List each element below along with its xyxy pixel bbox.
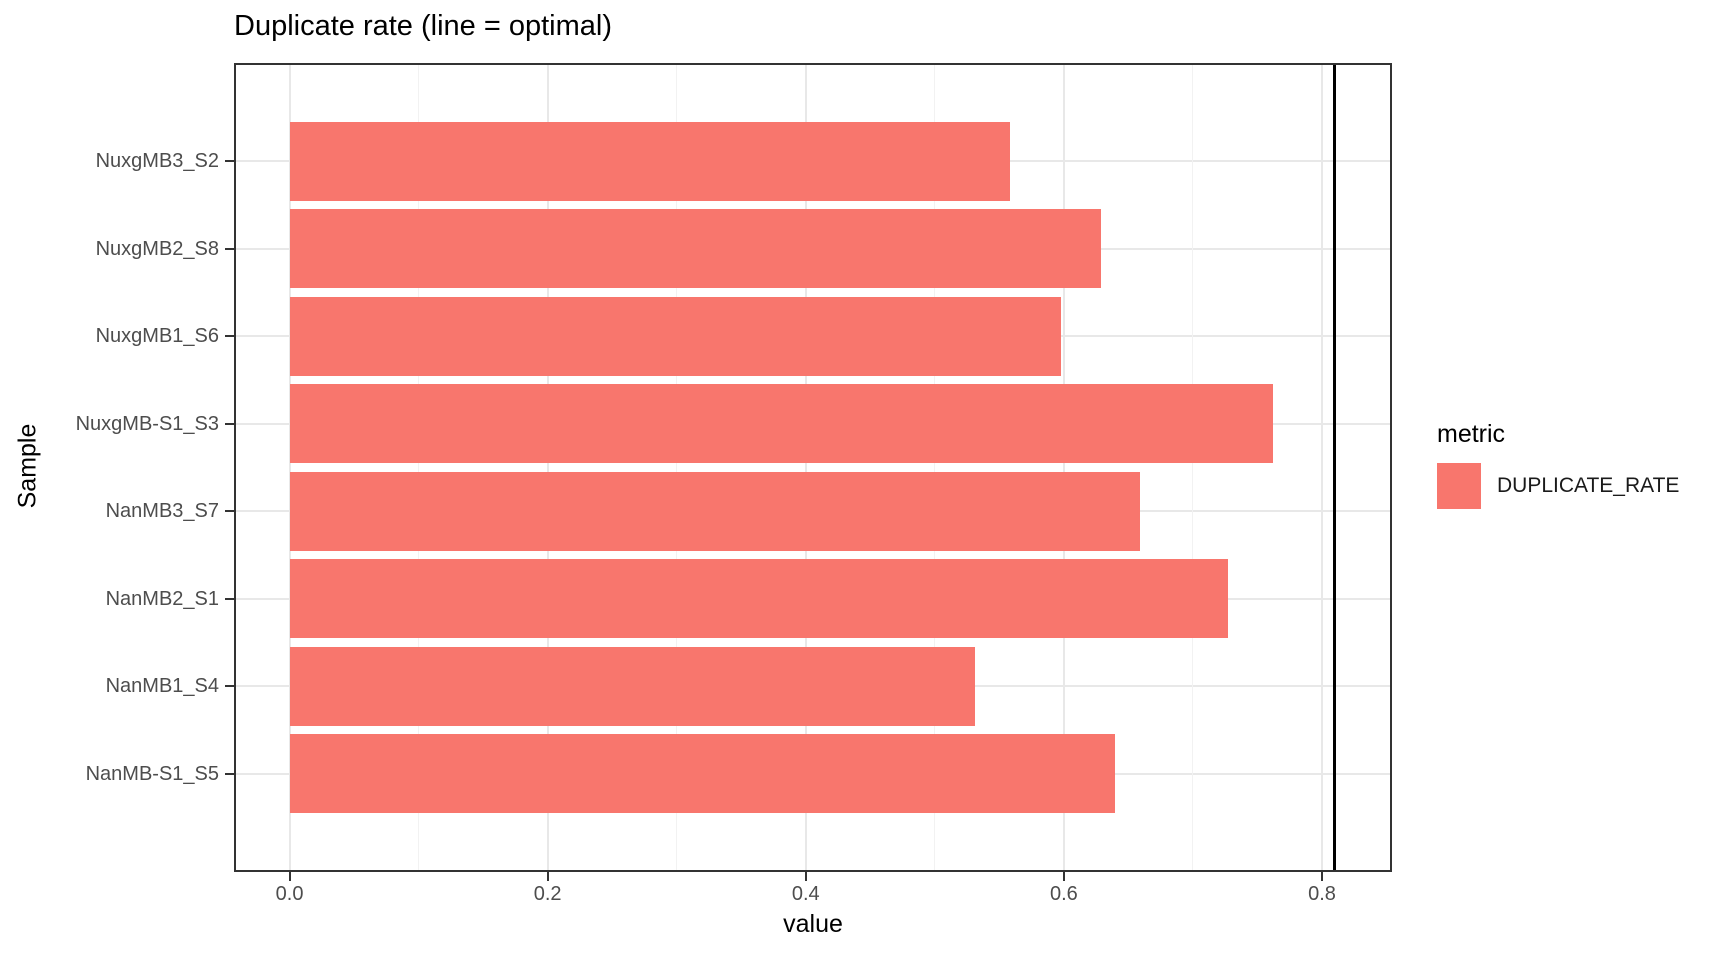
y-tick-mark xyxy=(225,160,234,163)
plot-panel xyxy=(234,63,1392,872)
y-tick-mark xyxy=(225,422,234,425)
x-tick-label: 0.6 xyxy=(1049,883,1078,905)
y-tick-label: NanMB2_S1 xyxy=(105,587,219,610)
x-tick-label: 0.0 xyxy=(275,883,304,905)
x-axis-title: value xyxy=(783,910,843,938)
y-tick-label: NanMB1_S4 xyxy=(105,675,219,698)
x-tick-label: 0.4 xyxy=(791,883,820,905)
y-tick-label: NuxgMB1_S6 xyxy=(95,325,219,348)
gridline-vertical-major xyxy=(288,65,291,870)
y-tick-mark xyxy=(225,685,234,688)
optimal-reference-line xyxy=(1333,65,1337,870)
legend-title: metric xyxy=(1437,420,1506,448)
y-tick-label: NuxgMB2_S8 xyxy=(95,237,219,260)
legend-label: DUPLICATE_RATE xyxy=(1497,474,1680,497)
gridline-vertical-major xyxy=(1320,65,1323,870)
y-tick-label: NuxgMB3_S2 xyxy=(95,150,219,173)
gridline-vertical-minor xyxy=(418,65,420,870)
gridline-vertical-major xyxy=(804,65,807,870)
gridline-vertical-major xyxy=(546,65,549,870)
y-tick-label: NanMB3_S7 xyxy=(105,500,219,523)
bar-NanMB2_S1 xyxy=(289,559,1228,639)
bar-NuxgMB2_S8 xyxy=(289,209,1102,289)
gridline-vertical-minor xyxy=(676,65,678,870)
y-tick-mark xyxy=(225,510,234,513)
legend-swatch-duplicate-rate-icon xyxy=(1437,463,1481,509)
chart-title: Duplicate rate (line = optimal) xyxy=(234,10,612,42)
gridline-vertical-minor xyxy=(934,65,936,870)
y-tick-mark xyxy=(225,772,234,775)
y-tick-mark xyxy=(225,247,234,250)
bar-NuxgMB3_S2 xyxy=(289,121,1010,201)
x-tick-mark xyxy=(288,872,291,881)
bar-NuxgMB1_S6 xyxy=(289,296,1062,376)
y-tick-label: NuxgMB-S1_S3 xyxy=(75,412,219,435)
bar-NanMB1_S4 xyxy=(289,646,975,726)
x-tick-mark xyxy=(546,872,549,881)
bar-NanMB3_S7 xyxy=(289,471,1140,551)
x-tick-mark xyxy=(1320,872,1323,881)
bar-NuxgMB-S1_S3 xyxy=(289,384,1273,464)
gridline-vertical-minor xyxy=(1192,65,1194,870)
x-tick-mark xyxy=(804,872,807,881)
x-tick-label: 0.8 xyxy=(1308,883,1336,905)
gridline-vertical-major xyxy=(1062,65,1065,870)
y-tick-mark xyxy=(225,335,234,338)
y-tick-mark xyxy=(225,597,234,600)
x-tick-label: 0.2 xyxy=(533,883,562,905)
y-tick-label: NanMB-S1_S5 xyxy=(85,762,219,785)
y-axis-title: Sample xyxy=(13,423,42,509)
x-tick-mark xyxy=(1062,872,1065,881)
legend-item-duplicate-rate: DUPLICATE_RATE xyxy=(1437,463,1679,509)
legend: metric DUPLICATE_RATE xyxy=(1437,420,1679,509)
bar-NanMB-S1_S5 xyxy=(289,734,1116,814)
